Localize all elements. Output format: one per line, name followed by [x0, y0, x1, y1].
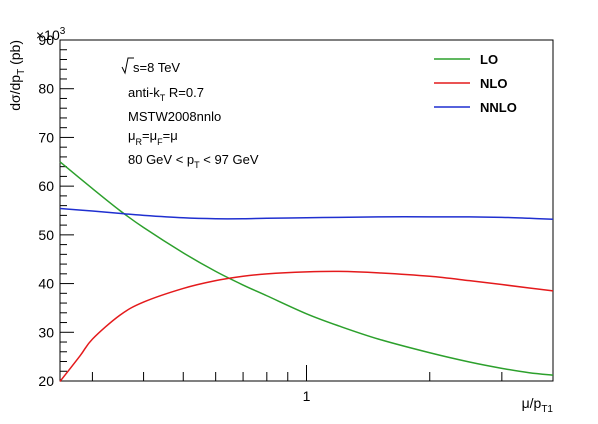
- legend-label-lo: LO: [480, 52, 498, 67]
- x-axis-title: μ/pT1: [522, 395, 554, 415]
- y-tick-label: 70: [38, 129, 54, 145]
- annotation-sqrt-s: s=8 TeV: [133, 60, 180, 75]
- y-tick-label: 40: [38, 276, 54, 292]
- x-tick-label: 1: [303, 388, 311, 404]
- legend-label-nnlo: NNLO: [480, 100, 517, 115]
- y-multiplier: ×103: [36, 26, 66, 43]
- x-axis: 1: [91, 365, 503, 404]
- y-axis: 20 30 40 50 60 70 80 90: [38, 32, 74, 389]
- annotation-block: s=8 TeV anti-kT R=0.7 MSTW2008nnlo μR=μF…: [121, 57, 259, 170]
- annotation-pt-range: 80 GeV < pT < 97 GeV: [128, 152, 259, 170]
- legend: LO NLO NNLO: [434, 52, 517, 115]
- y-tick-label: 50: [38, 227, 54, 243]
- series-line-nnlo: [59, 207, 554, 221]
- legend-label-nlo: NLO: [480, 76, 507, 91]
- y-tick-label: 60: [38, 178, 54, 194]
- series-group: [59, 161, 554, 382]
- y-tick-label: 30: [38, 324, 54, 340]
- y-axis-title: dσ/dpT (pb): [7, 40, 27, 111]
- y-tick-label: 20: [38, 373, 54, 389]
- series-line-nlo: [59, 270, 554, 382]
- annotation-scales: μR=μF=μ: [128, 128, 178, 147]
- y-tick-label: 80: [38, 81, 54, 97]
- annotation-pdf: MSTW2008nnlo: [128, 109, 221, 124]
- series-line-lo: [59, 161, 554, 376]
- annotation-jet-algorithm: anti-kT R=0.7: [128, 85, 204, 103]
- y-tick-label: 90: [38, 32, 54, 48]
- sqrt-icon: [121, 57, 134, 75]
